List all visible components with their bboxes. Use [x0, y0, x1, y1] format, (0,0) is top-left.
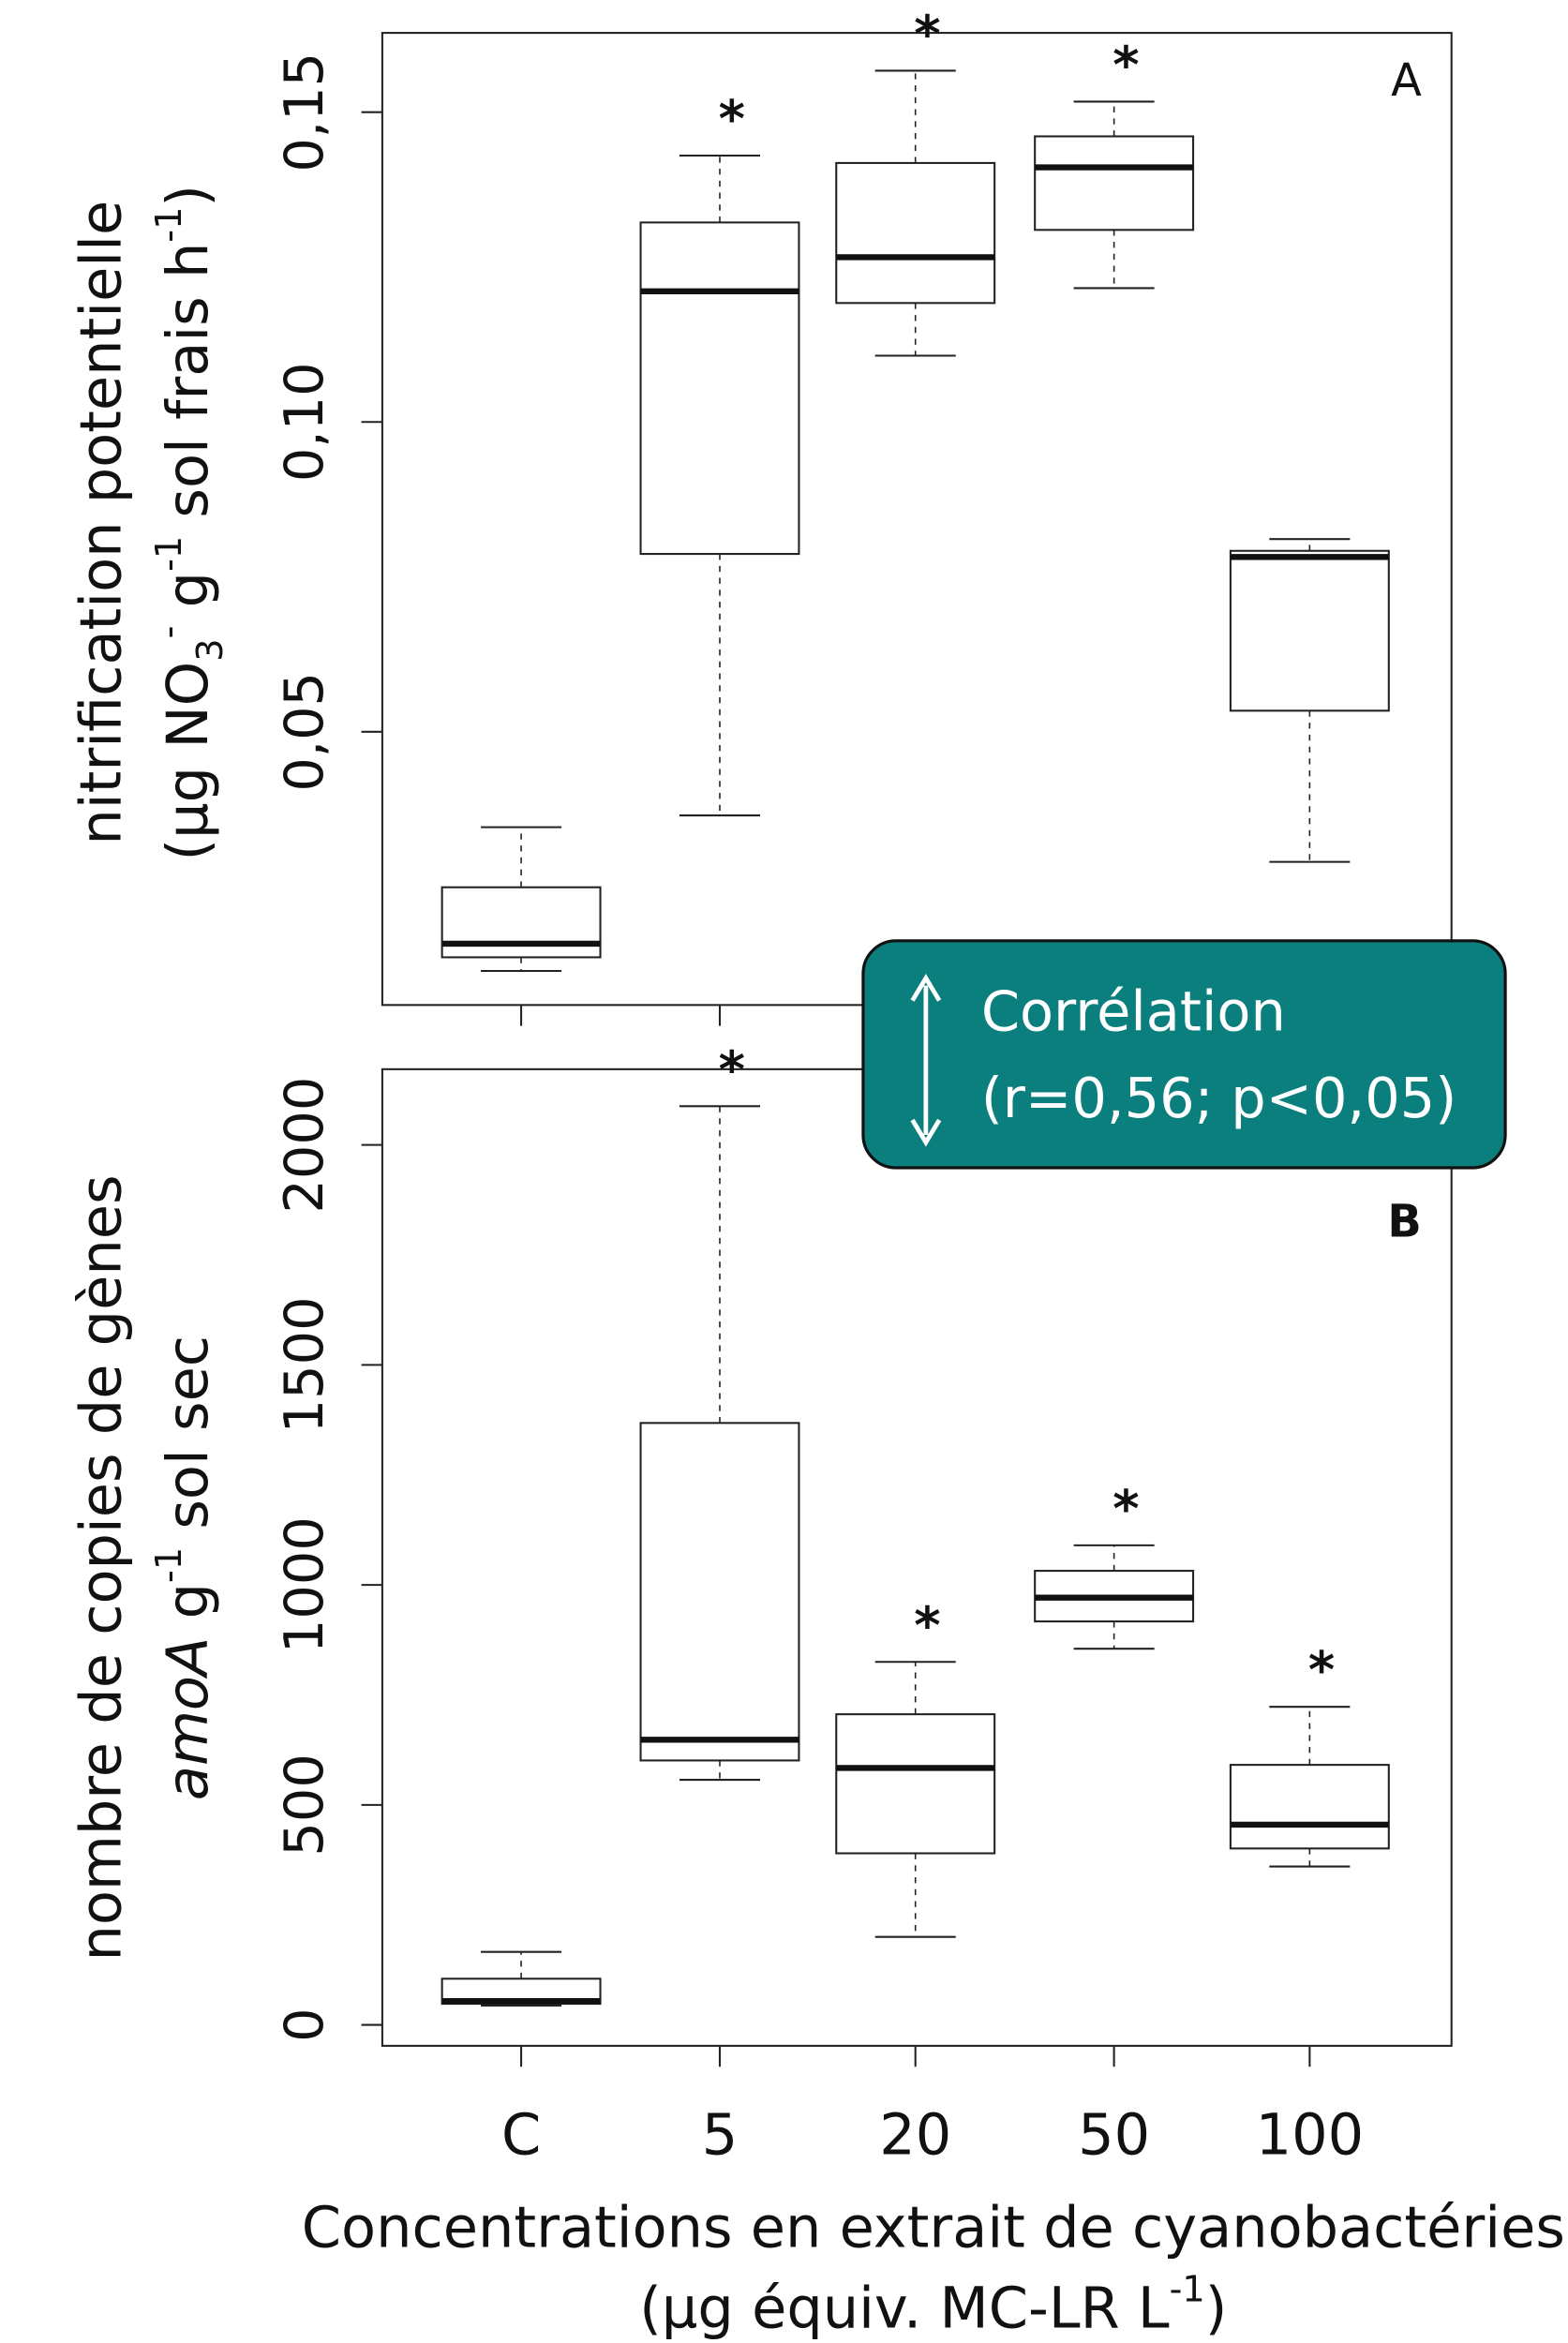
box: [639, 1422, 800, 1762]
callout-text: (r=0,56; p<0,05): [981, 1066, 1456, 1130]
callout-text: Corrélation: [981, 979, 1286, 1044]
y-axis-label: amoA g-1 sol sec: [148, 1336, 220, 1800]
plot-frame: [381, 1067, 1453, 2047]
significance-star: *: [1113, 1479, 1139, 1538]
significance-star: *: [719, 1040, 745, 1099]
significance-star: *: [914, 1596, 940, 1655]
arrow-heads: [910, 974, 942, 1147]
significance-star: *: [719, 90, 745, 149]
box: [1034, 135, 1195, 231]
x-tick-label: 100: [1256, 2102, 1365, 2168]
panel-label: A: [1391, 55, 1422, 107]
y-tick-label: 0: [273, 2007, 336, 2042]
y-tick-label: 1000: [273, 1516, 336, 1653]
y-axis-label: nitrification potentielle: [68, 201, 134, 845]
x-tick-label: 50: [1078, 2102, 1150, 2168]
callout: Corrélation (r=0,56; p<0,05): [861, 939, 1507, 1170]
y-tick-label: 1500: [273, 1296, 336, 1433]
x-axis-label: (µg équiv. MC-LR L-1): [639, 2269, 1227, 2341]
x-tick-label: 20: [879, 2102, 951, 2168]
box: [1229, 1764, 1390, 1850]
panel-label: B: [1387, 1197, 1421, 1248]
plots: 0,05 0,10 0,15 * * * A 0 500 1000 1500 2000 C 5 20 50 10…: [273, 5, 1453, 2168]
significance-star: *: [1308, 1641, 1335, 1700]
significance-star: *: [1113, 36, 1139, 95]
y-tick-label: 2000: [273, 1077, 336, 1214]
y-tick-label: 0,05: [273, 672, 336, 792]
box: [835, 1713, 996, 1855]
callout-box: [861, 939, 1507, 1170]
box: [835, 161, 996, 305]
box: [639, 221, 800, 556]
y-tick-label: 0,15: [273, 52, 336, 172]
x-tick-label: 5: [702, 2102, 739, 2168]
box: [1229, 549, 1390, 712]
y-axis-label: nombre de copies de gènes: [68, 1175, 134, 1962]
box: [441, 886, 602, 959]
significance-star: *: [914, 5, 940, 64]
x-axis-label: Concentrations en extrait de cyanobactér…: [302, 2195, 1565, 2261]
y-tick-label: 500: [273, 1754, 336, 1856]
y-tick-label: 0,10: [273, 362, 336, 482]
x-tick-label: C: [501, 2102, 541, 2168]
y-axis-label: (µg NO3- g-1 sol frais h-1): [148, 185, 231, 861]
